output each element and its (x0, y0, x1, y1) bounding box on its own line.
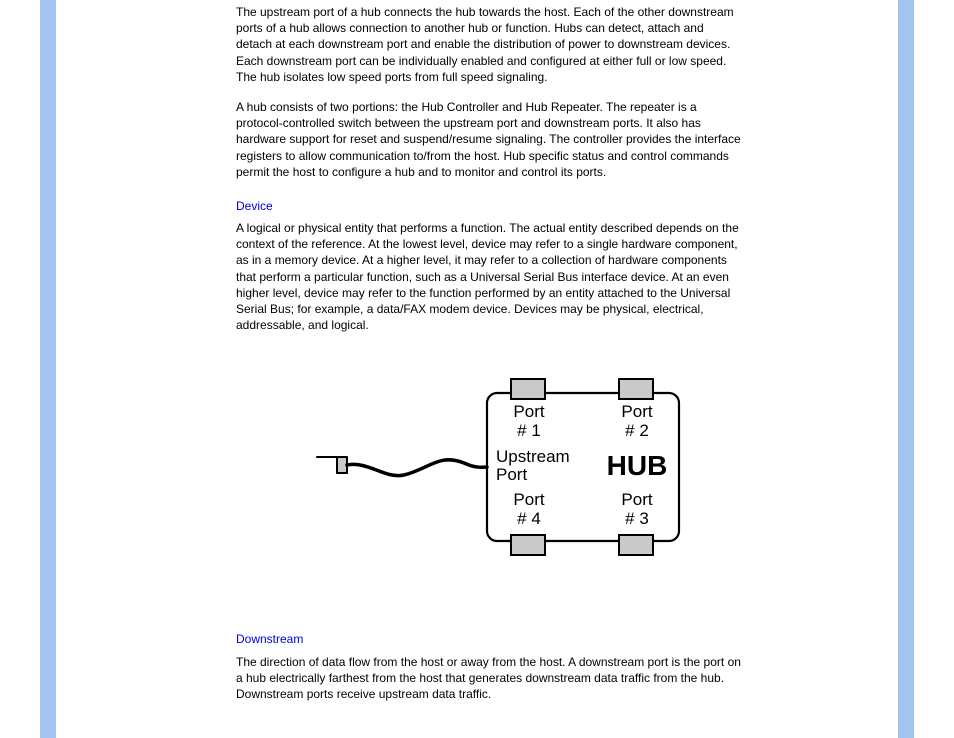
section-title-downstream: Downstream (236, 631, 742, 647)
hub-diagram: Port# 1Port# 2Port# 4Port# 3UpstreamPort… (236, 343, 742, 583)
right-sidebar (898, 0, 914, 738)
hub-diagram-svg: Port# 1Port# 2Port# 4Port# 3UpstreamPort… (289, 363, 689, 573)
svg-text:Port: Port (496, 465, 527, 484)
svg-text:Port: Port (621, 402, 652, 421)
svg-text:Upstream: Upstream (496, 447, 570, 466)
page: The upstream port of a hub connects the … (0, 0, 954, 738)
document-content: The upstream port of a hub connects the … (236, 0, 742, 712)
paragraph-device: A logical or physical entity that perfor… (236, 216, 742, 343)
left-sidebar (40, 0, 56, 738)
svg-text:# 3: # 3 (625, 509, 649, 528)
svg-text:# 4: # 4 (517, 509, 541, 528)
svg-text:Port: Port (513, 402, 544, 421)
svg-text:HUB: HUB (607, 450, 668, 481)
paragraph-hub-portions: A hub consists of two portions: the Hub … (236, 95, 742, 190)
paragraph-hub-ports: The upstream port of a hub connects the … (236, 0, 742, 95)
svg-text:Port: Port (513, 490, 544, 509)
section-title-device: Device (236, 198, 742, 214)
svg-text:# 1: # 1 (517, 421, 541, 440)
svg-text:Port: Port (621, 490, 652, 509)
paragraph-downstream: The direction of data flow from the host… (236, 650, 742, 713)
svg-text:# 2: # 2 (625, 421, 649, 440)
